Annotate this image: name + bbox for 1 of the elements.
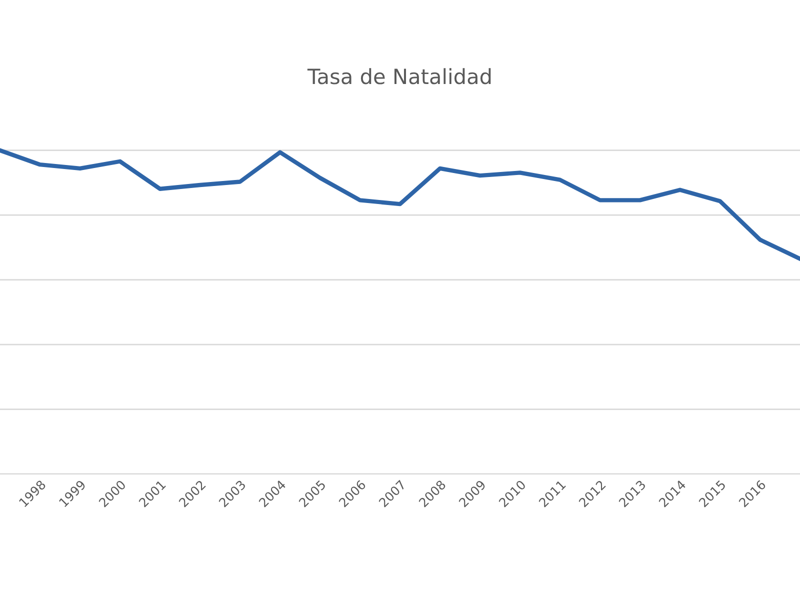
chart-title: Tasa de Natalidad	[307, 68, 491, 84]
